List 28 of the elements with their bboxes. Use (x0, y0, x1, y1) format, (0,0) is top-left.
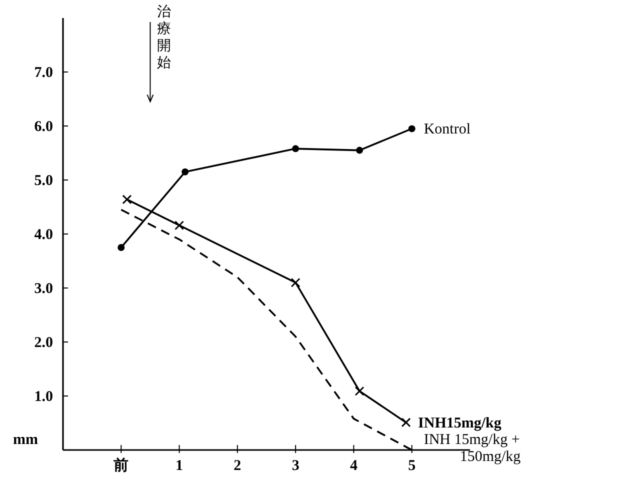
point (354, 386, 364, 396)
x-tick-label: 1 (176, 458, 184, 474)
point (356, 146, 364, 154)
y-tick-label: 4.0 (34, 227, 53, 243)
series-label: INH15mg/kg (418, 415, 502, 432)
annotation: 治療開始 (157, 4, 172, 71)
point (118, 244, 125, 251)
y-axis-title: mm (13, 432, 38, 448)
y-tick-label: 2.0 (34, 335, 53, 351)
y-tick-label: 7.0 (34, 65, 53, 81)
y-tick-label: 3.0 (34, 281, 53, 297)
point (174, 220, 184, 230)
y-tick-label: 5.0 (34, 173, 53, 189)
series-label: Kontrol (424, 122, 471, 138)
point (182, 168, 189, 176)
x-tick-label: 2 (234, 458, 242, 474)
x-tick-label: 前 (112, 457, 129, 474)
point (408, 125, 416, 132)
x-tick-label: 3 (292, 458, 300, 474)
point (122, 194, 132, 204)
y-tick-label: 6.0 (34, 119, 53, 135)
series-label: INH 15mg/kg + 150mg/kg (424, 432, 522, 465)
x-tick-label: 4 (350, 458, 358, 474)
point (290, 278, 300, 288)
point (292, 145, 300, 152)
x-tick-label: 5 (408, 458, 416, 474)
y-tick-label: 1.0 (34, 389, 53, 405)
point (401, 418, 411, 428)
